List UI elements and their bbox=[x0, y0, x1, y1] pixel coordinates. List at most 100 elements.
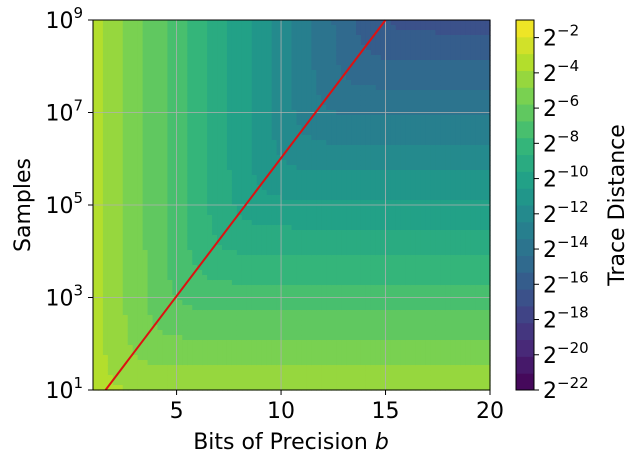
contour-cell bbox=[336, 40, 342, 46]
contour-cell bbox=[122, 225, 129, 231]
contour-cell bbox=[306, 195, 312, 201]
contour-cell bbox=[390, 250, 397, 256]
contour-cell bbox=[137, 220, 144, 226]
contour-cell bbox=[281, 90, 288, 96]
contour-cell bbox=[365, 45, 372, 51]
contour-cell bbox=[351, 230, 357, 236]
contour-cell bbox=[281, 265, 288, 271]
contour-cell bbox=[266, 135, 273, 141]
contour-cell bbox=[261, 375, 268, 381]
contour-cell bbox=[286, 90, 293, 96]
contour-cell bbox=[192, 20, 198, 26]
contour-cell bbox=[127, 330, 134, 336]
contour-cell bbox=[142, 370, 149, 376]
contour-cell bbox=[360, 290, 367, 296]
contour-cell bbox=[415, 335, 422, 341]
contour-cell bbox=[112, 50, 119, 56]
contour-cell bbox=[142, 65, 149, 71]
contour-cell bbox=[112, 165, 119, 171]
contour-cell bbox=[326, 220, 332, 226]
contour-cell bbox=[370, 240, 377, 246]
contour-cell bbox=[321, 245, 327, 251]
contour-cell bbox=[251, 195, 258, 201]
contour-cell bbox=[291, 350, 298, 356]
contour-cell bbox=[311, 50, 317, 56]
contour-cell bbox=[271, 355, 278, 361]
contour-cell bbox=[197, 130, 203, 136]
contour-cell bbox=[127, 125, 134, 131]
contour-cell bbox=[187, 300, 193, 306]
contour-cell bbox=[400, 330, 407, 336]
contour-cell bbox=[147, 330, 154, 336]
contour-cell bbox=[301, 185, 307, 191]
contour-cell bbox=[246, 25, 253, 31]
contour-cell bbox=[380, 95, 387, 101]
contour-cell bbox=[365, 140, 372, 146]
contour-cell bbox=[102, 140, 109, 146]
contour-cell bbox=[296, 20, 303, 26]
contour-cell bbox=[226, 365, 233, 371]
contour-cell bbox=[187, 185, 193, 191]
contour-cell bbox=[117, 30, 124, 36]
contour-cell bbox=[351, 255, 357, 261]
contour-cell bbox=[152, 210, 159, 216]
contour-cell bbox=[112, 160, 119, 166]
contour-cell bbox=[93, 85, 99, 91]
contour-cell bbox=[405, 170, 412, 176]
contour-cell bbox=[321, 340, 327, 346]
contour-cell bbox=[346, 95, 352, 101]
contour-cell bbox=[222, 80, 228, 86]
contour-cell bbox=[132, 210, 139, 216]
contour-cell bbox=[410, 85, 417, 91]
contour-cell bbox=[217, 315, 223, 321]
contour-cell bbox=[306, 60, 312, 66]
contour-cell bbox=[207, 130, 213, 136]
contour-cell bbox=[346, 25, 352, 31]
contour-cell bbox=[390, 220, 397, 226]
contour-cell bbox=[226, 20, 233, 26]
contour-cell bbox=[107, 285, 114, 291]
contour-cell bbox=[336, 140, 342, 146]
contour-cell bbox=[341, 270, 347, 276]
contour-cell bbox=[117, 75, 124, 81]
contour-cell bbox=[360, 235, 367, 241]
contour-cell bbox=[93, 230, 99, 236]
contour-cell bbox=[420, 265, 427, 271]
contour-cell bbox=[356, 45, 362, 51]
contour-cell bbox=[217, 340, 223, 346]
contour-cell bbox=[271, 195, 278, 201]
contour-cell bbox=[316, 50, 322, 56]
contour-cell bbox=[420, 240, 427, 246]
contour-cell bbox=[172, 50, 178, 56]
contour-cell bbox=[370, 70, 377, 76]
contour-cell bbox=[256, 95, 263, 101]
contour-cell bbox=[266, 35, 273, 41]
contour-cell bbox=[415, 235, 422, 241]
contour-cell bbox=[167, 205, 173, 211]
contour-cell bbox=[301, 385, 307, 391]
contour-cell bbox=[241, 190, 248, 196]
contour-cell bbox=[395, 355, 402, 361]
contour-cell bbox=[405, 50, 412, 56]
contour-cell bbox=[172, 25, 178, 31]
contour-cell bbox=[222, 75, 228, 81]
contour-cell bbox=[142, 105, 149, 111]
contour-cell bbox=[306, 70, 312, 76]
contour-cell bbox=[271, 120, 278, 126]
contour-cell bbox=[266, 350, 273, 356]
contour-cell bbox=[331, 365, 337, 371]
contour-cell bbox=[380, 385, 387, 391]
contour-cell bbox=[375, 45, 382, 51]
contour-cell bbox=[122, 155, 129, 161]
contour-cell bbox=[177, 285, 183, 291]
contour-cell bbox=[346, 180, 352, 186]
contour-cell bbox=[296, 235, 303, 241]
contour-cell bbox=[400, 315, 407, 321]
contour-cell bbox=[222, 65, 228, 71]
contour-cell bbox=[217, 165, 223, 171]
contour-cell bbox=[162, 280, 169, 286]
contour-cell bbox=[316, 200, 322, 206]
contour-cell bbox=[356, 325, 362, 331]
contour-cell bbox=[271, 105, 278, 111]
contour-cell bbox=[291, 50, 298, 56]
